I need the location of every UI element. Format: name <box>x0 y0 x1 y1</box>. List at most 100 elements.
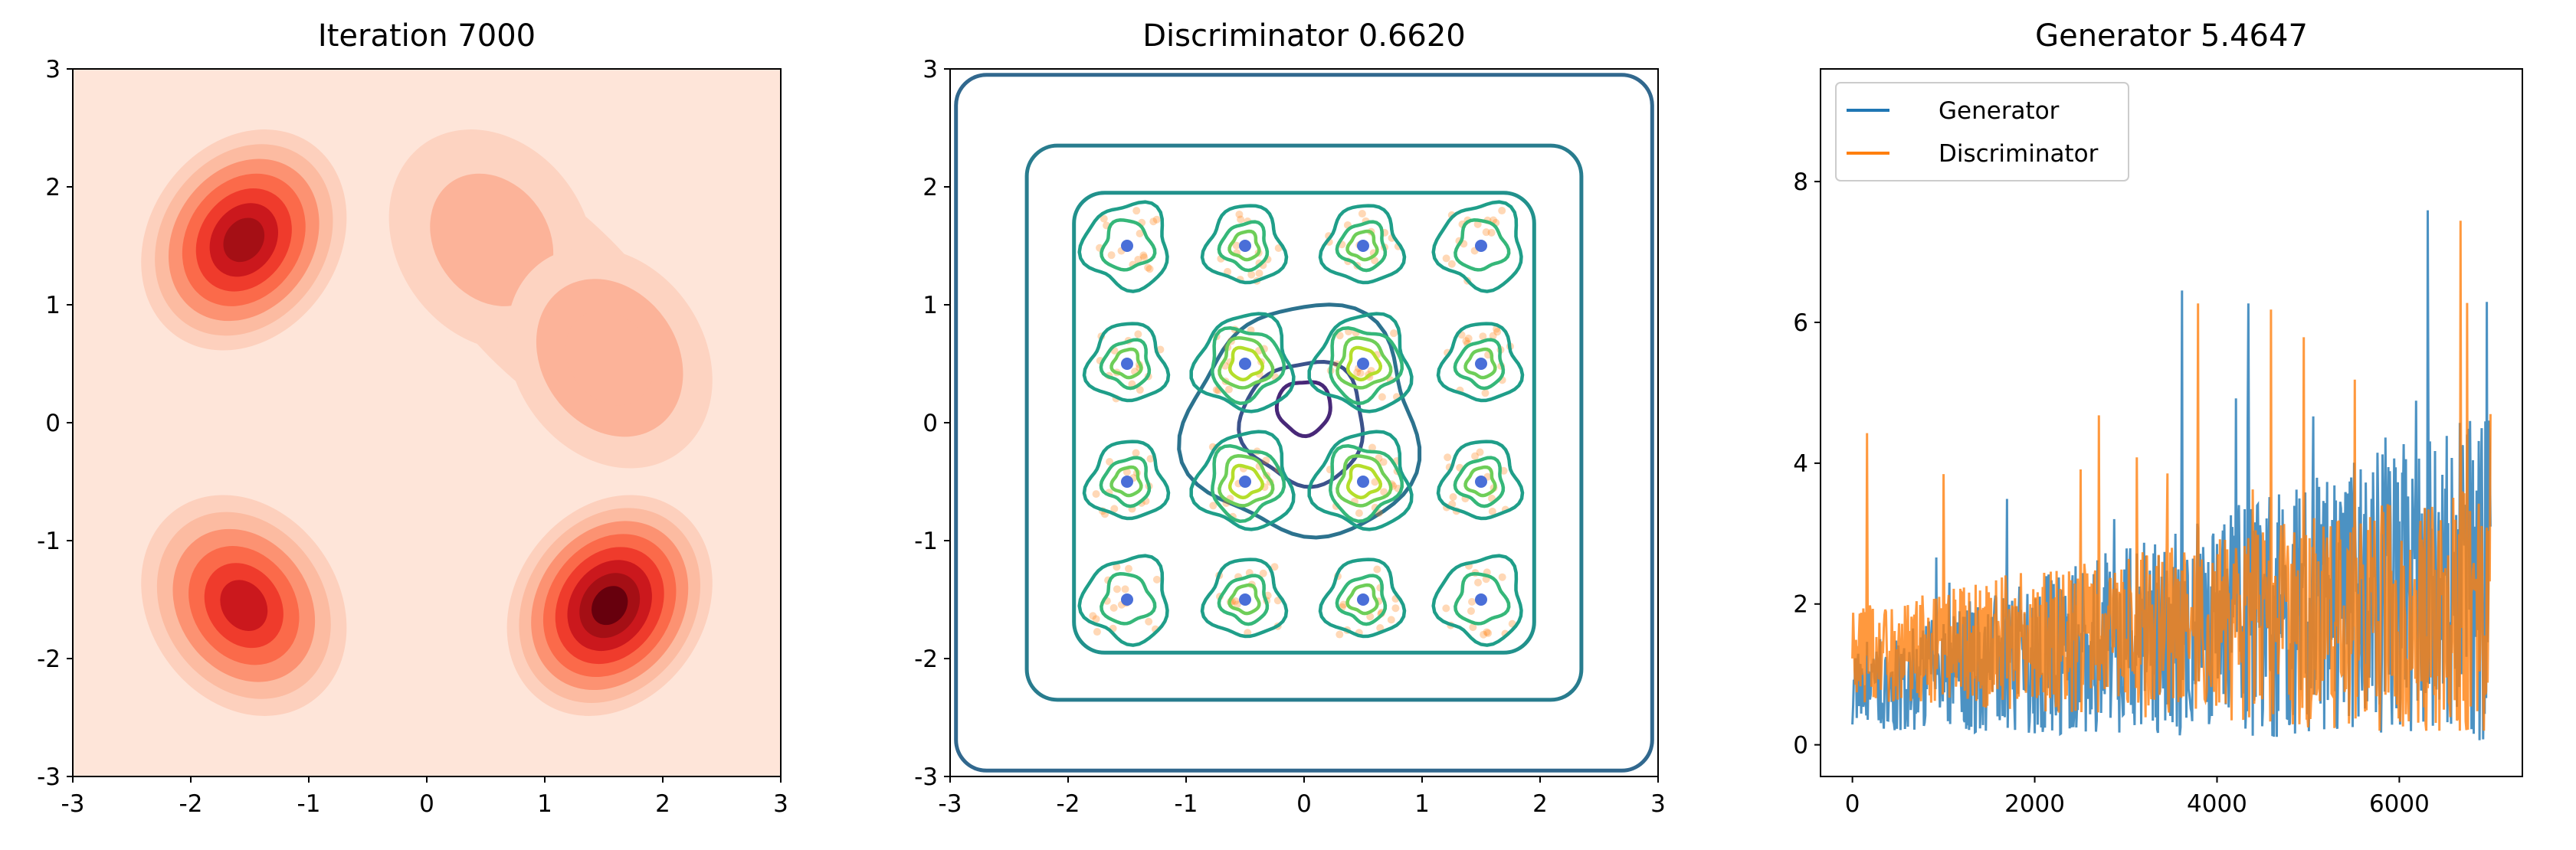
sample-point <box>1247 270 1256 279</box>
contour-mode-ring <box>1217 220 1270 273</box>
y-tick-label: 6 <box>1793 309 1808 337</box>
sample-point <box>1270 563 1279 571</box>
contour-mode-ring <box>1453 456 1506 508</box>
x-tick-label: 2000 <box>2004 790 2065 818</box>
sample-point <box>1132 207 1141 215</box>
contour-mode-ring <box>1211 326 1286 405</box>
contour-mode-ring <box>1211 444 1286 523</box>
sample-point <box>1493 328 1502 336</box>
sample-point <box>1480 630 1488 639</box>
mode-center-dot <box>1475 476 1487 488</box>
sample-point <box>1144 263 1152 272</box>
contour-mode-ring <box>1227 463 1265 500</box>
legend-discriminator-label: Discriminator <box>1939 140 2099 168</box>
sample-point <box>1366 613 1375 621</box>
contour-mode-ring <box>1345 463 1383 500</box>
sample-point <box>1391 604 1400 613</box>
sample-point <box>1498 573 1506 581</box>
sample-point <box>1237 215 1245 224</box>
mode-center-dot <box>1475 593 1487 606</box>
mode-center-dot <box>1121 358 1133 370</box>
sample-point <box>1149 217 1158 226</box>
sample-point <box>1233 600 1241 609</box>
density-level <box>223 217 265 263</box>
contour-mode-ring <box>1077 554 1169 647</box>
contour-mode-ring <box>1099 456 1152 508</box>
sample-point <box>1489 332 1497 340</box>
contour-mode-ring <box>1463 347 1497 380</box>
sample-point <box>1093 628 1101 636</box>
mode-center-dot <box>1357 593 1369 606</box>
panel3-x-axis: 0 2000 4000 6000 <box>1845 776 2430 818</box>
sample-point <box>1121 585 1129 593</box>
sample-point <box>1479 332 1487 341</box>
x-tick-label: 0 <box>1845 790 1860 818</box>
sample-point <box>1484 629 1493 637</box>
x-tick-label: -1 <box>297 790 321 818</box>
contour-mode-ring <box>1345 345 1383 382</box>
panel-discriminator-contours: Discriminator 0.6620 -3 -2 -1 0 1 2 3 3 2 1 0 -1 -2… <box>914 18 1666 818</box>
mode-center-dot <box>1239 358 1251 370</box>
x-tick-label: 0 <box>1296 790 1312 818</box>
sample-point <box>1378 393 1386 401</box>
panel3-line-layer <box>1851 210 2492 740</box>
x-tick-label: 6000 <box>2369 790 2430 818</box>
y-tick-label: 4 <box>1793 450 1808 478</box>
y-tick-label: -2 <box>37 646 61 673</box>
sample-point <box>1134 330 1142 338</box>
density-level <box>592 586 628 626</box>
panel2-y-axis: 3 2 1 0 -1 -2 -3 <box>914 56 950 791</box>
sample-point <box>1156 345 1165 354</box>
mode-center-dot <box>1121 593 1133 606</box>
contour-mode-ring <box>1082 322 1171 403</box>
contour-mode-ring <box>1218 336 1275 390</box>
sample-point <box>1125 564 1133 573</box>
x-tick-label: -2 <box>179 790 203 818</box>
sample-point <box>1462 337 1470 345</box>
contour-mode-ring <box>1189 312 1296 414</box>
sample-point <box>1353 368 1362 377</box>
panel3-y-axis: 0 2 4 6 8 <box>1793 168 1821 760</box>
y-tick-label: 1 <box>923 292 938 319</box>
contour-mode-ring <box>1307 312 1414 414</box>
sample-point <box>1476 448 1484 456</box>
sample-point <box>1376 624 1385 633</box>
panel2-contour-layer <box>954 73 1654 773</box>
contour-outer <box>1072 191 1536 655</box>
x-tick-label: 3 <box>1650 790 1666 818</box>
y-tick-label: 1 <box>45 292 61 319</box>
y-tick-label: 0 <box>923 410 938 437</box>
sample-point <box>1152 215 1161 224</box>
contour-mode-ring <box>1077 200 1169 293</box>
y-tick-label: -1 <box>37 528 61 555</box>
sample-point <box>1113 563 1121 571</box>
sample-point <box>1464 334 1473 342</box>
sample-point <box>1483 628 1491 636</box>
density-level <box>430 173 554 306</box>
density-level <box>565 310 654 406</box>
y-tick-label: 8 <box>1793 168 1808 196</box>
sample-point <box>1235 210 1244 218</box>
sample-point <box>1209 502 1218 510</box>
contour-mode-ring <box>1109 465 1143 498</box>
panel3-title: Generator 5.4647 <box>2035 18 2308 54</box>
panel-loss-curves: Generator 5.4647 0 2000 4000 6000 0 2 4 6 8 Gen… <box>1793 18 2523 818</box>
sample-point <box>1232 241 1240 250</box>
sample-point <box>1146 455 1155 463</box>
sample-point <box>1474 578 1483 587</box>
x-tick-label: 2 <box>655 790 670 818</box>
x-tick-label: -2 <box>1057 790 1080 818</box>
contour-center-inner <box>1274 380 1332 439</box>
sample-point <box>1262 456 1270 465</box>
mode-center-dot <box>1357 240 1369 252</box>
contour-mode-ring <box>1345 583 1379 616</box>
sample-point <box>1224 385 1233 394</box>
legend-generator-label: Generator <box>1939 97 2060 125</box>
x-tick-label: -3 <box>61 790 85 818</box>
sample-point <box>1113 585 1121 593</box>
mode-center-dot <box>1475 358 1487 370</box>
sample-point <box>1390 329 1398 338</box>
contour-mode-ring <box>1336 336 1393 390</box>
contour-mode-ring <box>1227 229 1261 262</box>
panel2-background <box>950 69 1658 776</box>
